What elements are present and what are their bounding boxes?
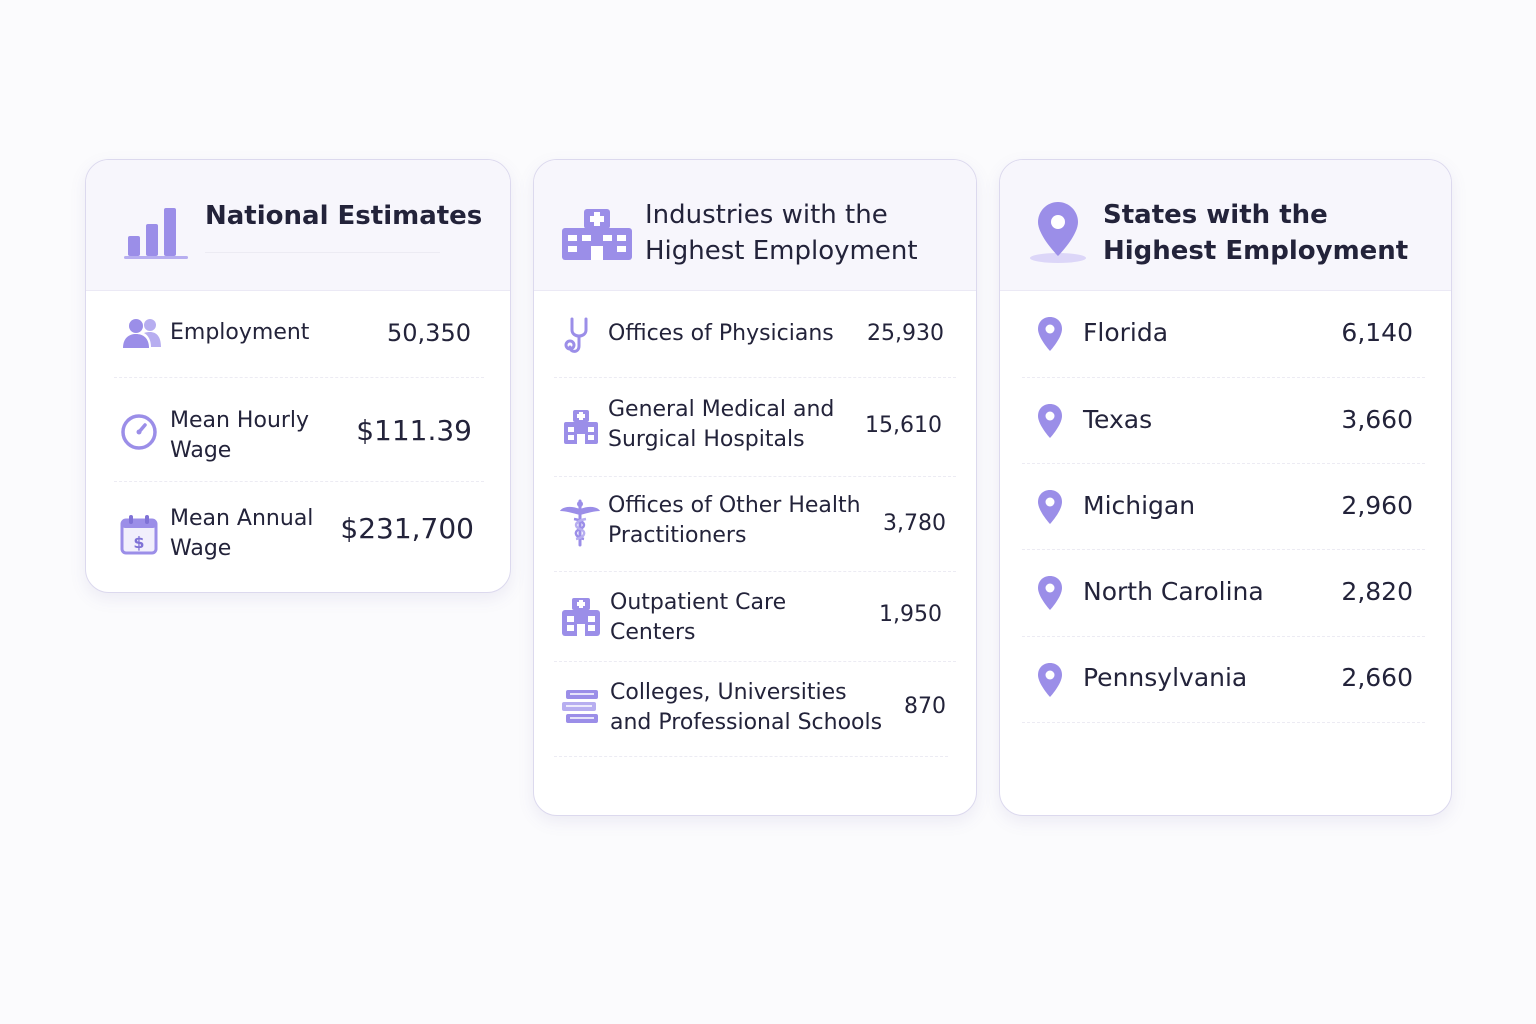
row-label: General Medical and Surgical Hospitals bbox=[608, 397, 835, 452]
people-icon bbox=[123, 319, 161, 348]
row-divider bbox=[114, 481, 484, 482]
row-label: Offices of Other Health Practitioners bbox=[608, 493, 861, 548]
row-value: 3,660 bbox=[1341, 405, 1413, 434]
list-item: $ Mean Annual Wage $231,700 bbox=[86, 482, 510, 592]
row-value: 1,950 bbox=[879, 602, 942, 627]
row-divider bbox=[554, 377, 956, 378]
row-value: 870 bbox=[904, 694, 946, 719]
row-label: Colleges, Universities and Professional … bbox=[610, 680, 883, 735]
row-value: 3,780 bbox=[883, 511, 946, 536]
list-item: Texas 3,660 bbox=[1000, 378, 1451, 464]
row-label: Offices of Physicians bbox=[608, 321, 834, 346]
hospital-icon bbox=[564, 410, 598, 444]
row-label: Employment bbox=[170, 320, 310, 345]
industries-card: Industries with the Highest Employment O… bbox=[533, 159, 977, 816]
row-value: 6,140 bbox=[1341, 318, 1413, 347]
caduceus-icon bbox=[560, 499, 600, 547]
books-icon bbox=[562, 690, 598, 723]
row-label: Michigan bbox=[1083, 491, 1196, 520]
states-card: States with the Highest Employment Flori… bbox=[999, 159, 1452, 816]
list-item: Offices of Other Health Practitioners 3,… bbox=[534, 477, 976, 571]
stethoscope-icon bbox=[564, 317, 588, 353]
location-pin-icon bbox=[1038, 663, 1062, 697]
row-label: Mean Annual Wage bbox=[170, 506, 314, 561]
card-title: States with the Highest Employment bbox=[1103, 200, 1409, 266]
row-value: 25,930 bbox=[867, 321, 944, 346]
row-divider bbox=[114, 377, 484, 378]
row-divider bbox=[554, 661, 956, 662]
bar-chart-icon bbox=[124, 208, 188, 259]
list-item: Employment 50,350 bbox=[86, 290, 510, 376]
card-title: Industries with the Highest Employment bbox=[645, 200, 918, 266]
row-divider bbox=[1022, 463, 1425, 464]
clock-icon bbox=[121, 414, 157, 450]
list-item: Mean Hourly Wage $111.39 bbox=[86, 378, 510, 482]
row-value: 2,660 bbox=[1341, 663, 1413, 692]
location-pin-icon bbox=[1038, 490, 1062, 524]
row-divider bbox=[1022, 636, 1425, 637]
row-divider bbox=[1022, 549, 1425, 550]
row-label: Mean Hourly Wage bbox=[170, 408, 310, 463]
card-title: National Estimates bbox=[205, 201, 483, 231]
row-divider bbox=[554, 571, 956, 572]
row-value: 2,960 bbox=[1341, 491, 1413, 520]
row-value: 15,610 bbox=[865, 413, 942, 438]
card-header: Industries with the Highest Employment bbox=[534, 160, 976, 291]
list-item: Pennsylvania 2,660 bbox=[1000, 637, 1451, 723]
row-label: Pennsylvania bbox=[1083, 663, 1248, 692]
svg-text:$: $ bbox=[133, 533, 144, 552]
row-divider bbox=[1022, 722, 1425, 723]
row-value: 2,820 bbox=[1341, 577, 1413, 606]
location-pin-icon bbox=[1038, 576, 1062, 610]
row-label: Florida bbox=[1083, 318, 1169, 347]
list-item: Offices of Physicians 25,930 bbox=[534, 290, 976, 376]
row-label: North Carolina bbox=[1083, 577, 1264, 606]
list-item: Outpatient Care Centers 1,950 bbox=[534, 572, 976, 662]
list-item: Colleges, Universities and Professional … bbox=[534, 662, 976, 754]
row-label: Outpatient Care Centers bbox=[610, 590, 787, 645]
row-value: $231,700 bbox=[340, 512, 474, 545]
clinic-icon bbox=[562, 598, 600, 636]
list-item: Michigan 2,960 bbox=[1000, 464, 1451, 550]
row-value: $111.39 bbox=[356, 414, 472, 447]
national-estimates-card: National Estimates Employment 50,350 Mea… bbox=[85, 159, 511, 593]
title-underline bbox=[205, 252, 440, 253]
hospital-icon bbox=[562, 209, 632, 260]
location-pin-icon bbox=[1030, 202, 1086, 263]
list-item: General Medical and Surgical Hospitals 1… bbox=[534, 378, 976, 476]
row-value: 50,350 bbox=[387, 319, 471, 347]
card-header: National Estimates bbox=[86, 160, 510, 291]
row-label: Texas bbox=[1083, 405, 1153, 434]
list-item: Florida 6,140 bbox=[1000, 290, 1451, 376]
row-divider bbox=[1022, 377, 1425, 378]
location-pin-icon bbox=[1038, 404, 1062, 438]
list-item: North Carolina 2,820 bbox=[1000, 550, 1451, 636]
row-divider bbox=[554, 756, 948, 757]
row-divider bbox=[554, 476, 956, 477]
location-pin-icon bbox=[1038, 317, 1062, 351]
card-header: States with the Highest Employment bbox=[1000, 160, 1451, 291]
calendar-dollar-icon: $ bbox=[120, 515, 158, 555]
